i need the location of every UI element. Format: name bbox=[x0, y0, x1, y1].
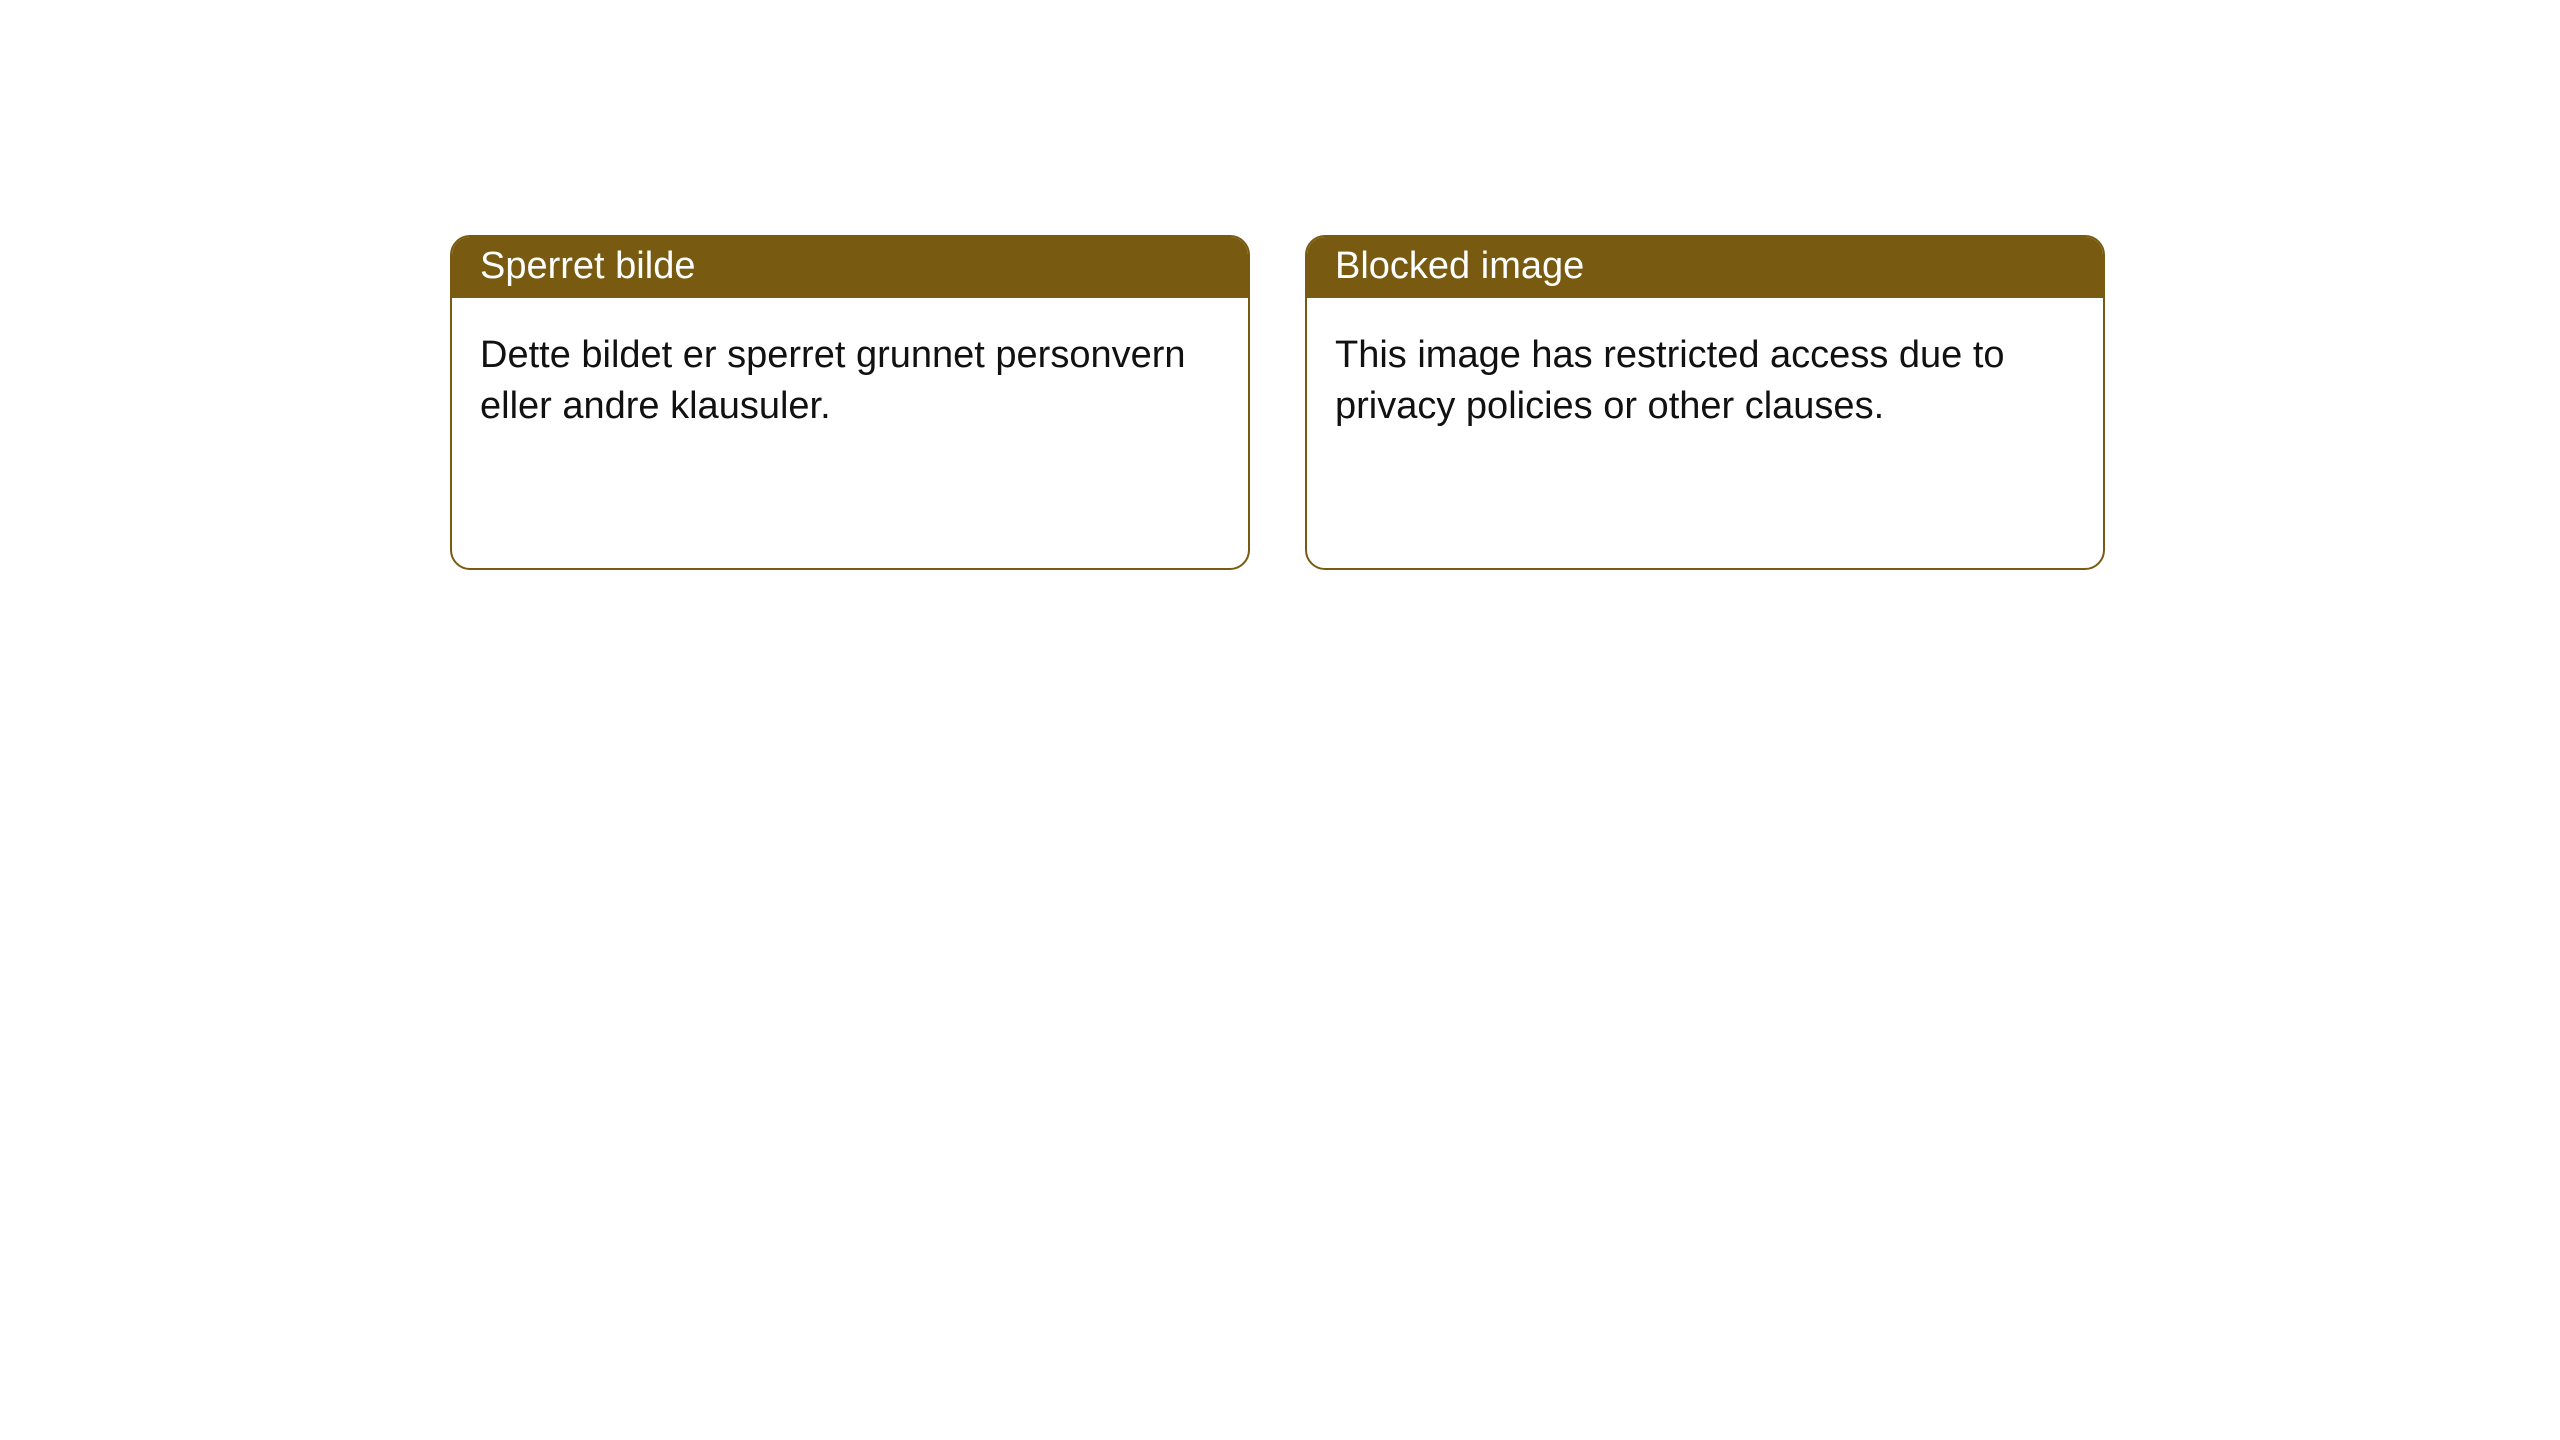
card-header-en: Blocked image bbox=[1307, 237, 2103, 298]
card-body-en: This image has restricted access due to … bbox=[1307, 298, 2103, 568]
card-body-no: Dette bildet er sperret grunnet personve… bbox=[452, 298, 1248, 568]
blocked-image-card-en: Blocked image This image has restricted … bbox=[1305, 235, 2105, 570]
blocked-image-card-no: Sperret bilde Dette bildet er sperret gr… bbox=[450, 235, 1250, 570]
card-header-no: Sperret bilde bbox=[452, 237, 1248, 298]
notice-cards-container: Sperret bilde Dette bildet er sperret gr… bbox=[450, 235, 2105, 570]
